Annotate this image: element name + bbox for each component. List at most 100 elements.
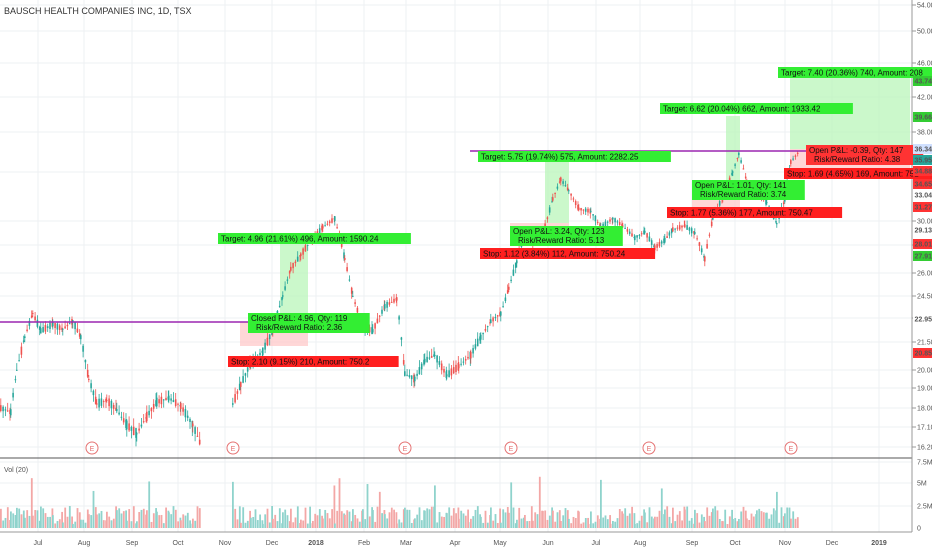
- candle-body: [242, 376, 244, 383]
- candle-body: [672, 227, 674, 231]
- volume-bar: [240, 523, 242, 528]
- volume-bar: [165, 508, 167, 528]
- volume-bar: [199, 508, 201, 528]
- volume-bar: [344, 515, 346, 528]
- volume-bar: [305, 508, 307, 528]
- time-tick-label: Aug: [78, 540, 91, 547]
- candle-body: [743, 168, 745, 169]
- volume-bar: [719, 519, 721, 528]
- volume-bar: [539, 477, 541, 528]
- volume-bar: [346, 510, 348, 528]
- volume-bar: [156, 512, 158, 528]
- price-marker-label: 36.34: [915, 147, 932, 154]
- candle-body: [429, 357, 431, 358]
- candle-body: [23, 340, 25, 341]
- volume-bar: [740, 511, 742, 528]
- candle-body: [77, 329, 79, 333]
- volume-bar: [111, 520, 113, 528]
- candle-body: [199, 440, 201, 445]
- candle-body: [644, 231, 646, 233]
- candle-body: [475, 344, 477, 348]
- volume-bar: [32, 516, 34, 528]
- volume-bar: [487, 523, 489, 528]
- time-tick-label: Feb: [358, 540, 370, 547]
- volume-bar: [300, 520, 302, 528]
- volume-bar: [424, 511, 426, 528]
- volume-bar: [138, 512, 140, 528]
- volume-bar: [534, 512, 536, 528]
- candle-body: [32, 313, 34, 314]
- candle-body: [240, 382, 242, 387]
- stop-text: Stop: 1.69 (4.65%) 169, Amount: 751: [787, 170, 919, 179]
- candle-body: [131, 427, 133, 431]
- candle-body: [570, 194, 572, 196]
- volume-bar: [768, 519, 770, 528]
- volume-bar: [77, 508, 79, 528]
- volume-bar: [634, 524, 636, 528]
- volume-bar: [384, 514, 386, 528]
- price-tick-label: 24.50: [917, 294, 932, 301]
- volume-bar: [636, 523, 638, 528]
- volume-bar: [113, 519, 115, 528]
- volume-bar: [242, 507, 244, 528]
- ratio-text: Risk/Reward Ratio: 2.36: [256, 323, 343, 332]
- volume-bar: [314, 514, 316, 528]
- volume-bar: [121, 513, 123, 528]
- candle-body: [775, 221, 777, 222]
- volume-bar: [406, 510, 408, 528]
- candle-body: [414, 377, 416, 382]
- volume-bar: [40, 507, 42, 528]
- candle-body: [143, 421, 145, 422]
- candle-body: [357, 308, 359, 313]
- candle-body: [177, 404, 179, 405]
- volume-bar: [282, 512, 284, 528]
- volume-bar: [732, 519, 734, 528]
- candle-body: [605, 222, 607, 226]
- candle-body: [151, 408, 153, 411]
- price-axis: 54.0050.0046.0042.0038.0034.0030.0028.00…: [912, 3, 932, 533]
- volume-bar: [284, 510, 286, 528]
- volume-bar: [677, 515, 679, 528]
- volume-bar: [252, 517, 254, 528]
- price-marker-label: 34.88: [915, 169, 932, 176]
- candle-body: [393, 299, 395, 303]
- candle-body: [492, 317, 494, 321]
- volume-bar: [614, 522, 616, 528]
- volume-bar: [393, 510, 395, 528]
- volume-bar: [537, 514, 539, 528]
- volume-bar: [429, 509, 431, 528]
- candle-body: [467, 357, 469, 359]
- trade-box[interactable]: Target: 5.75 (19.74%) 575, Amount: 2282.…: [478, 151, 671, 259]
- volume-bar: [175, 510, 177, 528]
- candle-body: [406, 375, 408, 376]
- chart-title: BAUSCH HEALTH COMPANIES INC, 1D, TSX: [4, 6, 192, 16]
- candle-body: [573, 198, 575, 199]
- price-tick-label: 17.10: [917, 425, 932, 432]
- candle-body: [237, 391, 239, 394]
- volume-bar: [409, 510, 411, 528]
- candle-body: [12, 393, 14, 398]
- volume-bar: [500, 523, 502, 528]
- price-marker-label: 31.27: [915, 205, 932, 212]
- volume-bar: [583, 522, 585, 528]
- volume-bar: [573, 517, 575, 528]
- grid: [0, 0, 912, 532]
- candle-body: [554, 193, 556, 194]
- volume-bar: [245, 523, 247, 528]
- candle-body: [446, 374, 448, 376]
- volume-tick-label: 7.5M: [917, 460, 932, 467]
- trade-box[interactable]: Target: 4.96 (21.61%) 496, Amount: 1590.…: [218, 233, 411, 367]
- volume-bar: [267, 509, 269, 528]
- stop-text: Stop: 1.12 (3.84%) 112, Amount: 750.24: [483, 250, 626, 259]
- volume-bar: [631, 507, 633, 528]
- volume-bar: [302, 521, 304, 528]
- candle-body: [797, 153, 799, 154]
- volume-bar: [753, 517, 755, 528]
- candle-body: [507, 290, 509, 293]
- target-text: Target: 6.62 (20.04%) 662, Amount: 1933.…: [663, 105, 821, 114]
- candle-body: [148, 411, 150, 415]
- candle-body: [386, 302, 388, 308]
- volume-bar: [54, 523, 56, 528]
- volume-bar: [595, 522, 597, 528]
